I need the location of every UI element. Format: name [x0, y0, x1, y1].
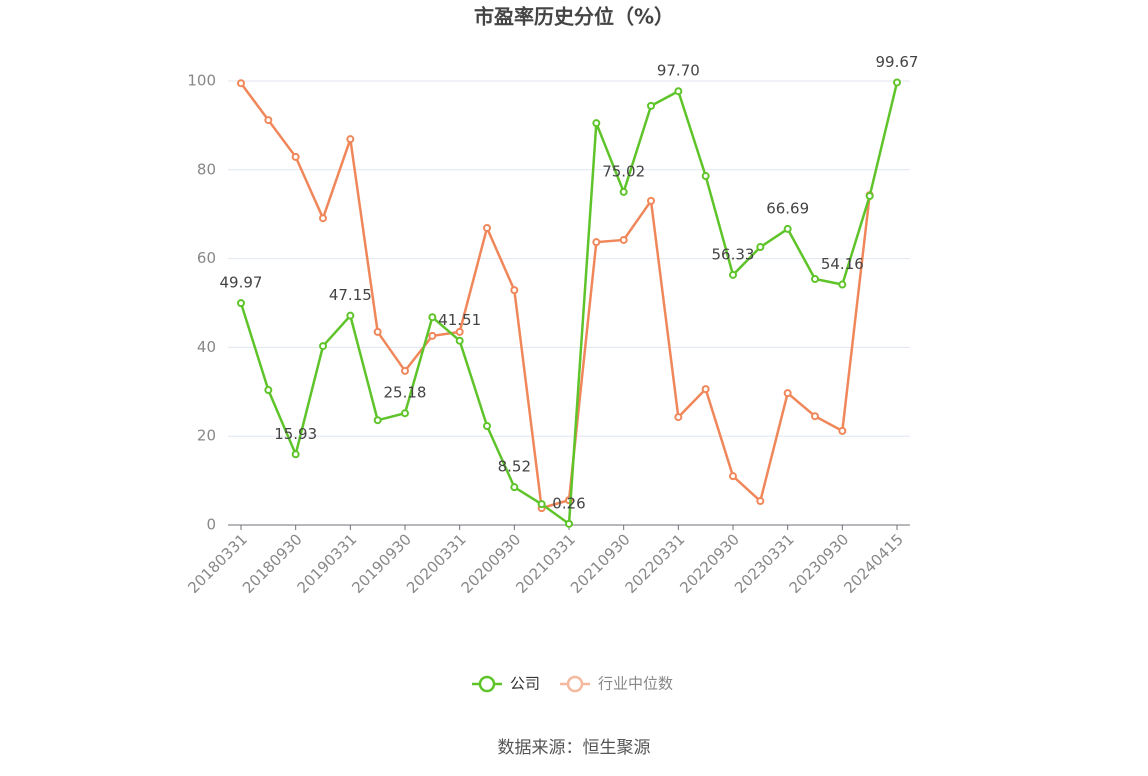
point [592, 119, 601, 128]
point [674, 413, 683, 422]
data-label: 54.16 [821, 255, 864, 273]
data-label: 49.97 [220, 274, 263, 292]
point [838, 426, 847, 435]
y-tick-label: 60 [197, 249, 216, 267]
point [701, 385, 710, 394]
point [756, 497, 765, 506]
point [537, 500, 546, 509]
data-label: 8.52 [498, 458, 531, 476]
data-label: 15.93 [274, 425, 317, 443]
point [510, 483, 519, 492]
point [701, 172, 710, 181]
source-note: 数据来源：恒生聚源 [498, 738, 651, 758]
legend-label: 行业中位数 [598, 675, 673, 693]
point [510, 286, 519, 295]
point [838, 280, 847, 289]
point [647, 196, 655, 205]
data-label: 41.51 [438, 311, 481, 329]
y-tick-label: 40 [197, 338, 216, 356]
point [783, 224, 792, 233]
data-label: 97.70 [657, 62, 700, 80]
point [619, 235, 628, 244]
point [346, 135, 355, 144]
legend-icon [566, 675, 584, 693]
y-tick-label: 100 [187, 72, 216, 90]
y-tick-label: 0 [206, 516, 216, 534]
point [811, 275, 819, 284]
point [729, 472, 737, 481]
point [401, 409, 409, 418]
point [373, 327, 382, 336]
data-label: 25.18 [384, 384, 427, 402]
chart-title: 市盈率历史分位（%） [474, 5, 674, 29]
point [455, 327, 464, 336]
data-label: 75.02 [602, 162, 645, 180]
point [565, 519, 573, 528]
point [319, 214, 327, 223]
legend-icon [478, 675, 496, 693]
point [428, 331, 437, 340]
point [783, 389, 792, 398]
y-tick-label: 80 [197, 160, 216, 178]
point [237, 79, 245, 88]
point [674, 87, 683, 96]
x-tick-label: 20240415 [840, 530, 907, 597]
point [729, 270, 737, 279]
point [346, 311, 355, 320]
point [455, 336, 464, 345]
point [291, 450, 300, 459]
point [756, 243, 765, 252]
point [619, 187, 628, 196]
legend-label: 公司 [510, 675, 540, 693]
data-label: 47.15 [329, 286, 372, 304]
point [428, 313, 437, 322]
point [237, 299, 245, 308]
point [291, 152, 300, 161]
point [893, 78, 901, 87]
point [264, 116, 273, 125]
point [401, 366, 409, 375]
point [647, 101, 655, 110]
data-label: 66.69 [766, 199, 809, 217]
series-line [239, 82, 871, 510]
point [592, 238, 601, 247]
y-tick-label: 20 [197, 427, 216, 445]
point [483, 421, 491, 430]
point [373, 416, 382, 425]
data-label: 56.33 [712, 245, 755, 263]
point [811, 412, 819, 421]
point [483, 223, 491, 232]
point [264, 386, 273, 395]
point [319, 342, 327, 351]
data-label: 99.67 [876, 53, 919, 71]
point [865, 191, 874, 200]
data-label: 0.26 [552, 494, 585, 512]
